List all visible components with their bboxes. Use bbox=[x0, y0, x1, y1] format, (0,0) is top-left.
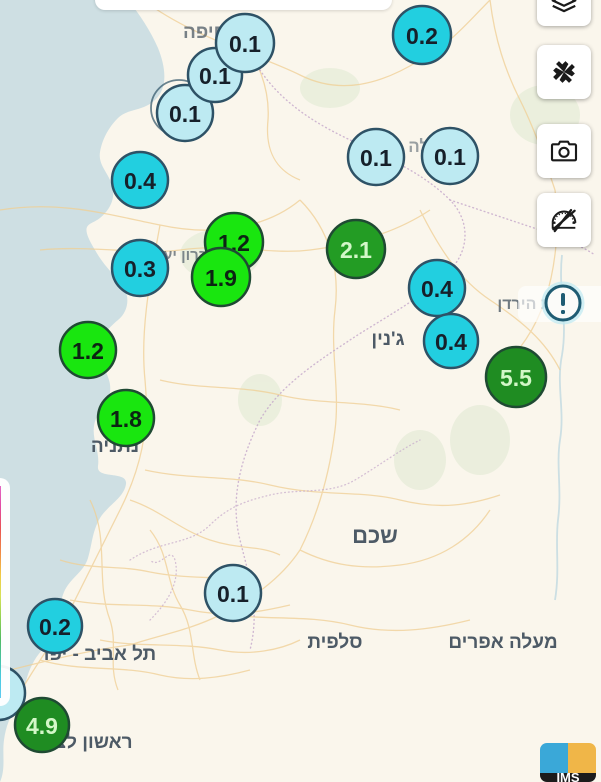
svg-text:1.2: 1.2 bbox=[72, 338, 104, 364]
svg-text:מעלה אפרים: מעלה אפרים bbox=[448, 632, 557, 653]
svg-text:0.4: 0.4 bbox=[435, 329, 467, 355]
svg-text:0.1: 0.1 bbox=[217, 581, 249, 607]
svg-text:0.1: 0.1 bbox=[199, 63, 231, 89]
svg-text:שכם: שכם bbox=[352, 523, 398, 548]
svg-text:4.9: 4.9 bbox=[26, 713, 58, 739]
svg-text:0.1: 0.1 bbox=[360, 145, 392, 171]
svg-text:5.5: 5.5 bbox=[500, 365, 532, 391]
svg-text:0.1: 0.1 bbox=[169, 101, 201, 127]
svg-text:0.1: 0.1 bbox=[434, 144, 466, 170]
svg-text:IMS: IMS bbox=[556, 770, 579, 782]
svg-text:ג'נין: ג'נין bbox=[371, 329, 404, 350]
svg-text:1.8: 1.8 bbox=[110, 406, 142, 432]
svg-text:0.2: 0.2 bbox=[39, 614, 71, 640]
svg-text:0.4: 0.4 bbox=[124, 168, 156, 194]
svg-text:0.2: 0.2 bbox=[406, 23, 438, 49]
svg-text:סלפית: סלפית bbox=[307, 632, 362, 653]
svg-text:0.1: 0.1 bbox=[229, 31, 261, 57]
svg-text:1.9: 1.9 bbox=[205, 265, 237, 291]
svg-text:2.1: 2.1 bbox=[340, 237, 372, 263]
svg-text:0.3: 0.3 bbox=[124, 256, 156, 282]
svg-text:0.4: 0.4 bbox=[421, 276, 453, 302]
